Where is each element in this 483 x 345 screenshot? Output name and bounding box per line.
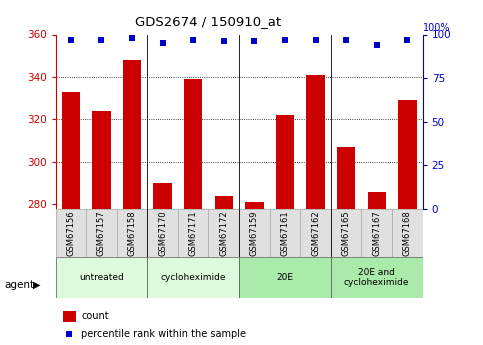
Bar — [214, 196, 233, 209]
Bar — [63, 310, 76, 322]
Bar — [117, 209, 147, 257]
Bar — [398, 100, 416, 209]
Bar — [306, 75, 325, 209]
Bar — [147, 209, 178, 257]
Bar — [178, 209, 209, 257]
Bar — [239, 209, 270, 257]
Bar — [337, 147, 355, 209]
Text: GSM67162: GSM67162 — [311, 210, 320, 256]
Text: untreated: untreated — [79, 273, 124, 282]
Text: GSM67167: GSM67167 — [372, 210, 381, 256]
Text: count: count — [81, 311, 109, 321]
Text: ▶: ▶ — [33, 280, 41, 289]
Bar — [331, 257, 423, 298]
Text: GSM67157: GSM67157 — [97, 210, 106, 256]
Bar — [123, 60, 141, 209]
Bar — [184, 79, 202, 209]
Bar — [368, 192, 386, 209]
Bar — [392, 209, 423, 257]
Bar — [209, 209, 239, 257]
Text: 20E: 20E — [276, 273, 294, 282]
Bar — [56, 209, 86, 257]
Text: percentile rank within the sample: percentile rank within the sample — [81, 329, 246, 339]
Bar — [154, 183, 172, 209]
Text: GSM67165: GSM67165 — [341, 210, 351, 256]
Text: GSM67161: GSM67161 — [281, 210, 289, 256]
Bar — [276, 115, 294, 209]
Text: GSM67159: GSM67159 — [250, 210, 259, 256]
Bar — [361, 209, 392, 257]
Bar — [239, 257, 331, 298]
Bar — [147, 257, 239, 298]
Bar — [300, 209, 331, 257]
Text: GSM67168: GSM67168 — [403, 210, 412, 256]
Bar — [86, 209, 117, 257]
Text: 100%: 100% — [423, 23, 450, 33]
Text: GSM67172: GSM67172 — [219, 210, 228, 256]
Text: GDS2674 / 150910_at: GDS2674 / 150910_at — [135, 16, 281, 29]
Bar — [56, 257, 147, 298]
Text: cycloheximide: cycloheximide — [160, 273, 226, 282]
Text: agent: agent — [5, 280, 35, 289]
Text: GSM67171: GSM67171 — [189, 210, 198, 256]
Bar — [270, 209, 300, 257]
Text: GSM67170: GSM67170 — [158, 210, 167, 256]
Text: GSM67156: GSM67156 — [66, 210, 75, 256]
Bar — [62, 92, 80, 209]
Bar — [92, 111, 111, 209]
Bar — [245, 203, 264, 209]
Text: GSM67158: GSM67158 — [128, 210, 137, 256]
Text: 20E and
cycloheximide: 20E and cycloheximide — [344, 268, 410, 287]
Bar — [331, 209, 361, 257]
